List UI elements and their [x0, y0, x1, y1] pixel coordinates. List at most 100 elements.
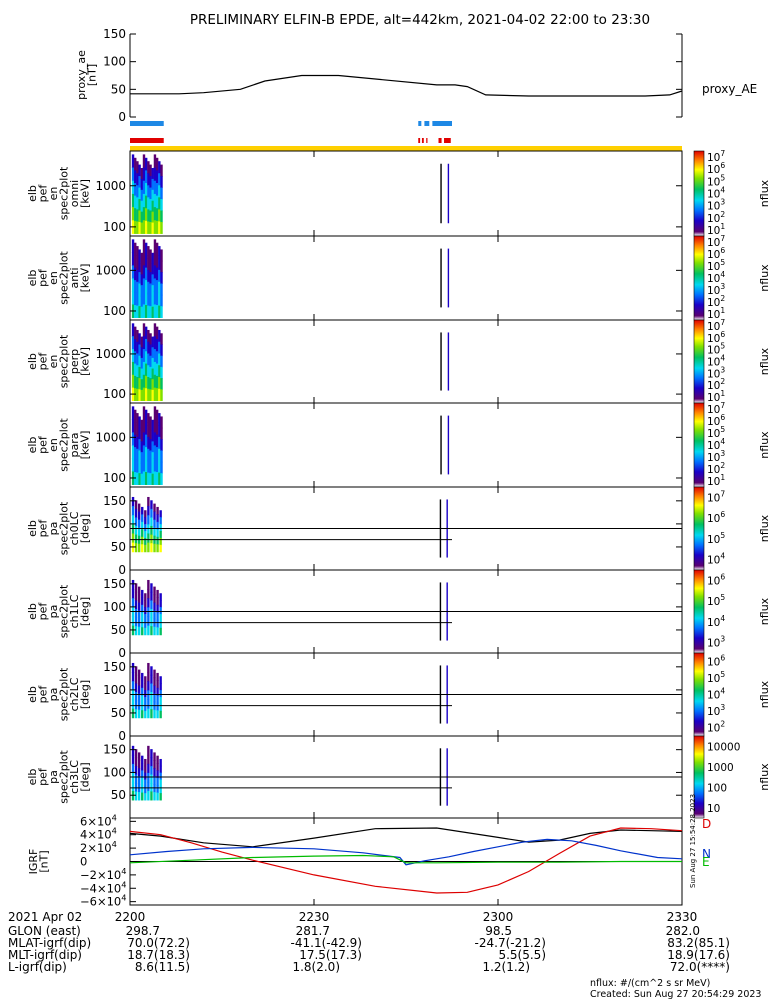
spec-panel-1-pixel-10-2 — [153, 265, 157, 279]
spec-panel-1-pixel-7-0 — [147, 246, 150, 259]
spec-panel-6-pixel-9-3 — [159, 696, 162, 705]
spec-panel-1-pixel-4-5 — [140, 306, 144, 318]
spec-panel-4-tick-label-2: 50 — [111, 540, 126, 554]
spec-panel-1-pixel-12-3 — [158, 281, 161, 295]
spec-panel-6-pixel-0-1 — [131, 672, 135, 682]
spec-panel-7-tick-label-2: 50 — [111, 788, 126, 802]
spec-panel-0-pixel-7-1 — [147, 173, 150, 186]
x-tick-label-3: 2330 — [667, 910, 698, 924]
ae-ylabel-line-1: [nT] — [85, 64, 98, 86]
spec-panel-5-pixel-2-3 — [137, 610, 141, 620]
spec-panel-0-pixel-10-0 — [153, 154, 157, 169]
spec-panel-1-pixel-7-3 — [147, 281, 150, 295]
spec-panel-5-ylabel-line-3: spec2plot — [57, 584, 70, 638]
spec-panel-2-pixel-0-3 — [131, 361, 135, 376]
spec-panel-7-pixel-8-3 — [156, 777, 159, 786]
spec-panel-5-pixel-9-3 — [159, 613, 162, 622]
spec-panel-0-pixel-6-0 — [144, 157, 148, 171]
spec-panel-1-pixel-3-5 — [138, 306, 141, 318]
spec-panel-4-tick-label-3: 0 — [118, 563, 126, 577]
igrf-tick-label-6: −6×104 — [80, 893, 127, 909]
spec-panel-2-pixel-1-2 — [134, 351, 137, 365]
spec-panel-4-pixel-6-3 — [150, 526, 153, 536]
spec-panel-1-pixel-11-1 — [155, 255, 159, 269]
spec-panel-3-pixel-4-4 — [140, 462, 144, 475]
spec-panel-0-pixel-3-3 — [138, 199, 141, 211]
spec-panel-3-pixel-11-3 — [155, 447, 159, 461]
spec-panel-4-ylabel-line-3: spec2plot — [57, 501, 70, 555]
spec-panel-4-pixel-8-3 — [156, 529, 159, 538]
spec-panel-3-pixel-9-3 — [151, 452, 154, 464]
igrf-tick-label-0: 6×104 — [80, 812, 117, 828]
spec-panel-4-pixel-4-1 — [144, 517, 147, 525]
spec-panel-2-pixel-7-0 — [147, 329, 150, 343]
spec-panel-6-pixel-4-1 — [144, 683, 147, 691]
spec-panel-0-colorbar-tick-label-6: 101 — [707, 222, 725, 237]
spec-panel-3-pixel-3-4 — [138, 461, 141, 474]
spec-panel-5-colorbar-tick-label-0: 106 — [707, 572, 725, 587]
spec-panel-5-pixel-0-1 — [131, 589, 135, 599]
spec-panel-1-pixel-9-5 — [151, 306, 154, 318]
spec-panel-3-ylabel-line-0: elb — [26, 437, 39, 454]
spec-panel-5-pixel-4-4 — [144, 620, 147, 629]
spec-panel-1-pixel-7-1 — [147, 257, 150, 271]
spec-panel-1-pixel-4-1 — [140, 263, 144, 275]
spec-panel-1-pixel-13-3 — [160, 283, 163, 296]
spec-panel-0-colorbar-tick-label-4: 103 — [707, 198, 725, 213]
spec-panel-7-pixel-2-5 — [137, 792, 141, 801]
spec-panel-5-pixel-6-3 — [150, 609, 153, 619]
spec-panel-6-pixel-3-2 — [141, 687, 144, 696]
spec-panel-4-pixel-4-2 — [144, 524, 147, 532]
spec-panel-3-pixel-12-1 — [158, 424, 161, 438]
spec-panel-1-pixel-9-1 — [151, 263, 154, 275]
spec-panel-1-pixel-9-2 — [151, 274, 154, 286]
spec-panel-6-colorbar-label: nflux — [758, 680, 771, 708]
spec-panel-7-pixel-3-5 — [141, 792, 144, 801]
spec-panel-6-pixel-8-5 — [156, 710, 159, 719]
spec-panel-5-pixel-9-4 — [159, 620, 162, 629]
spec-panel-3-pixel-8-1 — [149, 427, 152, 440]
igrf-tick-label-5: −4×104 — [80, 879, 127, 895]
spec-panel-3-colorbar-tick-label-3: 104 — [707, 437, 725, 452]
igrf-tick-label-2: 2×104 — [80, 839, 117, 855]
spec-panel-5-pixel-7-1 — [153, 594, 156, 604]
spec-panel-0-pixel-11-5 — [155, 220, 159, 234]
spec-panel-2-pixel-6-4 — [144, 375, 148, 389]
spec-panel-6-pixel-2-1 — [137, 677, 141, 687]
spec-panel-1-ylabel-line-5: [keV] — [78, 264, 91, 293]
spec-panel-2-pixel-6-2 — [144, 351, 148, 365]
spec-panel-4-pixel-2-5 — [137, 543, 141, 553]
spec-panel-5-ylabel-line-1: pef — [36, 602, 49, 621]
spec-panel-2-pixel-11-2 — [155, 351, 159, 365]
spec-panel-6-pixel-2-3 — [137, 693, 141, 703]
spec-panel-6-pixel-4-0 — [144, 676, 147, 684]
spec-panel-2-pixel-8-4 — [149, 378, 152, 390]
spec-panel-0-pixel-8-2 — [149, 187, 152, 200]
spec-panel-7-colorbar-tick-label-1: 1000 — [707, 762, 734, 774]
spec-panel-0-pixel-4-1 — [140, 178, 144, 191]
spec-panel-5-tick-label-1: 100 — [103, 600, 126, 614]
spec-panel-2-pixel-9-3 — [151, 368, 154, 380]
spec-panel-6-pixel-9-1 — [159, 683, 162, 691]
spec-panel-3-colorbar-tick-label-0: 107 — [707, 401, 725, 416]
spec-panel-1-colorbar — [693, 235, 705, 321]
spec-panel-2-tick-label-1: 100 — [103, 387, 126, 401]
spec-panel-6-ylabel-line-4: ch2LC — [68, 677, 81, 711]
spec-panel-1-pixel-12-0 — [158, 246, 161, 259]
spec-panel-5-pixel-1-0 — [134, 583, 138, 593]
spec-panel-0-pixel-0-4 — [131, 207, 135, 221]
spec-panel-4-pixel-8-0 — [156, 506, 159, 515]
spec-panel-5-pixel-8-1 — [156, 597, 159, 606]
spec-panel-2-pixel-1-4 — [134, 375, 137, 389]
spec-panel-3-pixel-12-5 — [158, 472, 161, 485]
spec-panel-3-pixel-8-2 — [149, 439, 152, 451]
spec-panel-4-colorbar — [693, 486, 705, 571]
spec-panel-4-pixel-7-3 — [153, 527, 156, 537]
spec-panel-3-pixel-4-3 — [140, 452, 144, 464]
spec-panel-1-pixel-5-1 — [142, 252, 146, 266]
spec-panel-0-pixel-6-3 — [144, 195, 148, 209]
spec-panel-1-pixel-13-5 — [160, 306, 163, 318]
spec-panel-5-pixel-2-1 — [137, 594, 141, 604]
status-bar-blue-2 — [424, 121, 430, 126]
